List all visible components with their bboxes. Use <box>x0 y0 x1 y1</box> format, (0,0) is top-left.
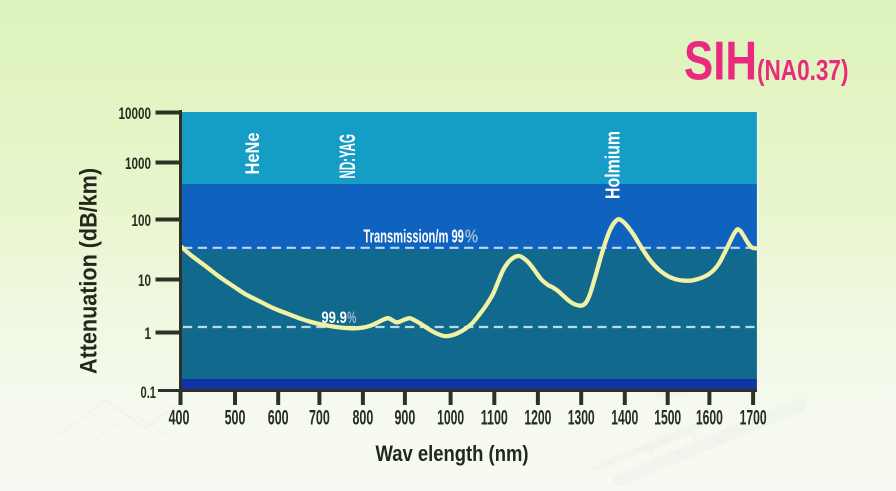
svg-text:Transmission/m 99: Transmission/m 99 <box>363 226 464 247</box>
svg-text:900: 900 <box>395 405 416 429</box>
svg-text:Holmium: Holmium <box>603 131 625 199</box>
svg-text:1000: 1000 <box>437 405 464 429</box>
svg-text:500: 500 <box>225 405 246 429</box>
svg-text:%: % <box>347 308 356 327</box>
svg-text:1: 1 <box>145 325 152 343</box>
svg-text:%: % <box>465 226 478 247</box>
svg-text:1700: 1700 <box>740 405 767 429</box>
svg-text:ND:YAG: ND:YAG <box>335 134 360 179</box>
svg-text:0.1: 0.1 <box>141 384 157 402</box>
svg-text:99.9: 99.9 <box>321 308 347 327</box>
svg-text:10: 10 <box>138 272 151 290</box>
svg-text:Wav elength (nm): Wav elength (nm) <box>376 441 529 466</box>
svg-text:SIH: SIH <box>684 30 757 92</box>
svg-text:100: 100 <box>132 212 152 230</box>
svg-text:(NA0.37): (NA0.37) <box>757 55 849 87</box>
svg-text:400: 400 <box>169 405 190 429</box>
svg-text:HeNe: HeNe <box>242 132 264 174</box>
svg-text:1600: 1600 <box>696 405 723 429</box>
svg-text:1000: 1000 <box>125 155 151 173</box>
svg-text:1500: 1500 <box>654 405 681 429</box>
svg-text:10000: 10000 <box>119 105 152 123</box>
svg-text:1400: 1400 <box>611 405 638 429</box>
svg-text:800: 800 <box>353 405 374 429</box>
svg-text:1200: 1200 <box>524 405 551 429</box>
svg-text:1300: 1300 <box>568 405 595 429</box>
svg-text:700: 700 <box>309 405 330 429</box>
svg-text:600: 600 <box>268 405 289 429</box>
svg-text:1100: 1100 <box>481 405 508 429</box>
svg-text:Attenuation (dB/km): Attenuation (dB/km) <box>76 168 103 374</box>
